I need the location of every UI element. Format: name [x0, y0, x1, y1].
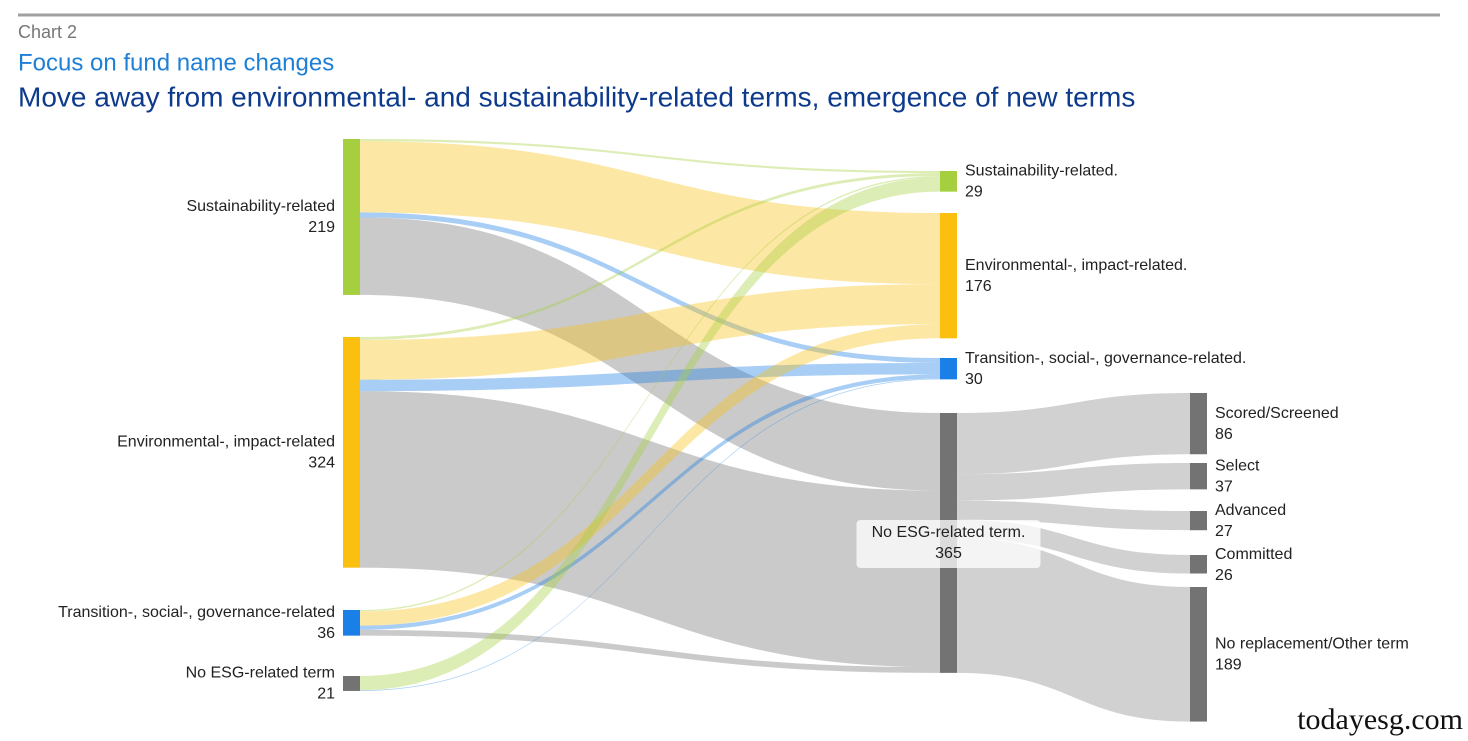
link	[360, 374, 940, 630]
link	[360, 324, 940, 626]
node	[940, 358, 957, 380]
node-label: Select	[1215, 457, 1260, 474]
node	[343, 139, 360, 295]
labels: Sustainability-related 219 Environmental-,…	[58, 163, 1409, 703]
node	[1190, 463, 1207, 490]
node	[1190, 555, 1207, 574]
node	[343, 676, 360, 691]
link	[360, 177, 940, 691]
link	[957, 393, 1190, 475]
node-value: 30	[965, 371, 983, 388]
node	[1190, 587, 1207, 722]
node-label: No replacement/Other term	[1215, 636, 1409, 653]
node-value: 189	[1215, 657, 1242, 674]
link	[957, 463, 1190, 501]
node	[940, 171, 957, 192]
node-label: Environmental-, impact-related.	[965, 257, 1187, 274]
node-label: Transition-, social-, governance-related…	[965, 350, 1246, 367]
chart-title: Move away from environmental- and sustai…	[18, 81, 1135, 112]
node-value: 36	[317, 625, 335, 642]
node-value: 365	[935, 545, 962, 562]
node-value: 29	[965, 184, 983, 201]
link	[957, 538, 1190, 722]
link	[360, 212, 940, 363]
node-value: 37	[1215, 478, 1233, 495]
node-value: 219	[308, 219, 335, 236]
link	[360, 391, 940, 668]
link	[360, 173, 940, 340]
node-label: Environmental-, impact-related	[117, 434, 335, 451]
link	[360, 217, 940, 491]
node	[1190, 393, 1207, 455]
node-label: Committed	[1215, 546, 1292, 563]
node-label: Sustainability-related.	[965, 163, 1118, 180]
node-value: 27	[1215, 523, 1233, 540]
node	[343, 337, 360, 568]
node	[343, 610, 360, 636]
nodes	[343, 139, 1207, 722]
link	[360, 362, 940, 392]
link	[360, 284, 940, 380]
link	[360, 175, 940, 612]
link	[360, 378, 940, 691]
links	[360, 139, 1190, 722]
node-label: Scored/Screened	[1215, 405, 1339, 422]
link	[957, 500, 1190, 531]
chart-subtitle: Focus on fund name changes	[18, 49, 334, 76]
link	[360, 139, 940, 174]
node-value: 21	[317, 686, 335, 703]
node	[1190, 511, 1207, 531]
node-label: Advanced	[1215, 502, 1286, 519]
node-value: 324	[308, 455, 335, 472]
node-value: 86	[1215, 426, 1233, 443]
node-value: 26	[1215, 567, 1233, 584]
link	[360, 141, 940, 285]
link	[360, 629, 940, 673]
chart-label: Chart 2	[18, 22, 77, 42]
node-label: Transition-, social-, governance-related	[58, 604, 335, 621]
node-label: Sustainability-related	[186, 198, 335, 215]
node-label: No ESG-related term.	[872, 524, 1026, 541]
watermark: todayesg.com	[1297, 703, 1463, 736]
node-label: No ESG-related term	[186, 665, 335, 682]
label-box	[856, 520, 1041, 568]
node	[940, 213, 957, 339]
node-value: 176	[965, 278, 992, 295]
